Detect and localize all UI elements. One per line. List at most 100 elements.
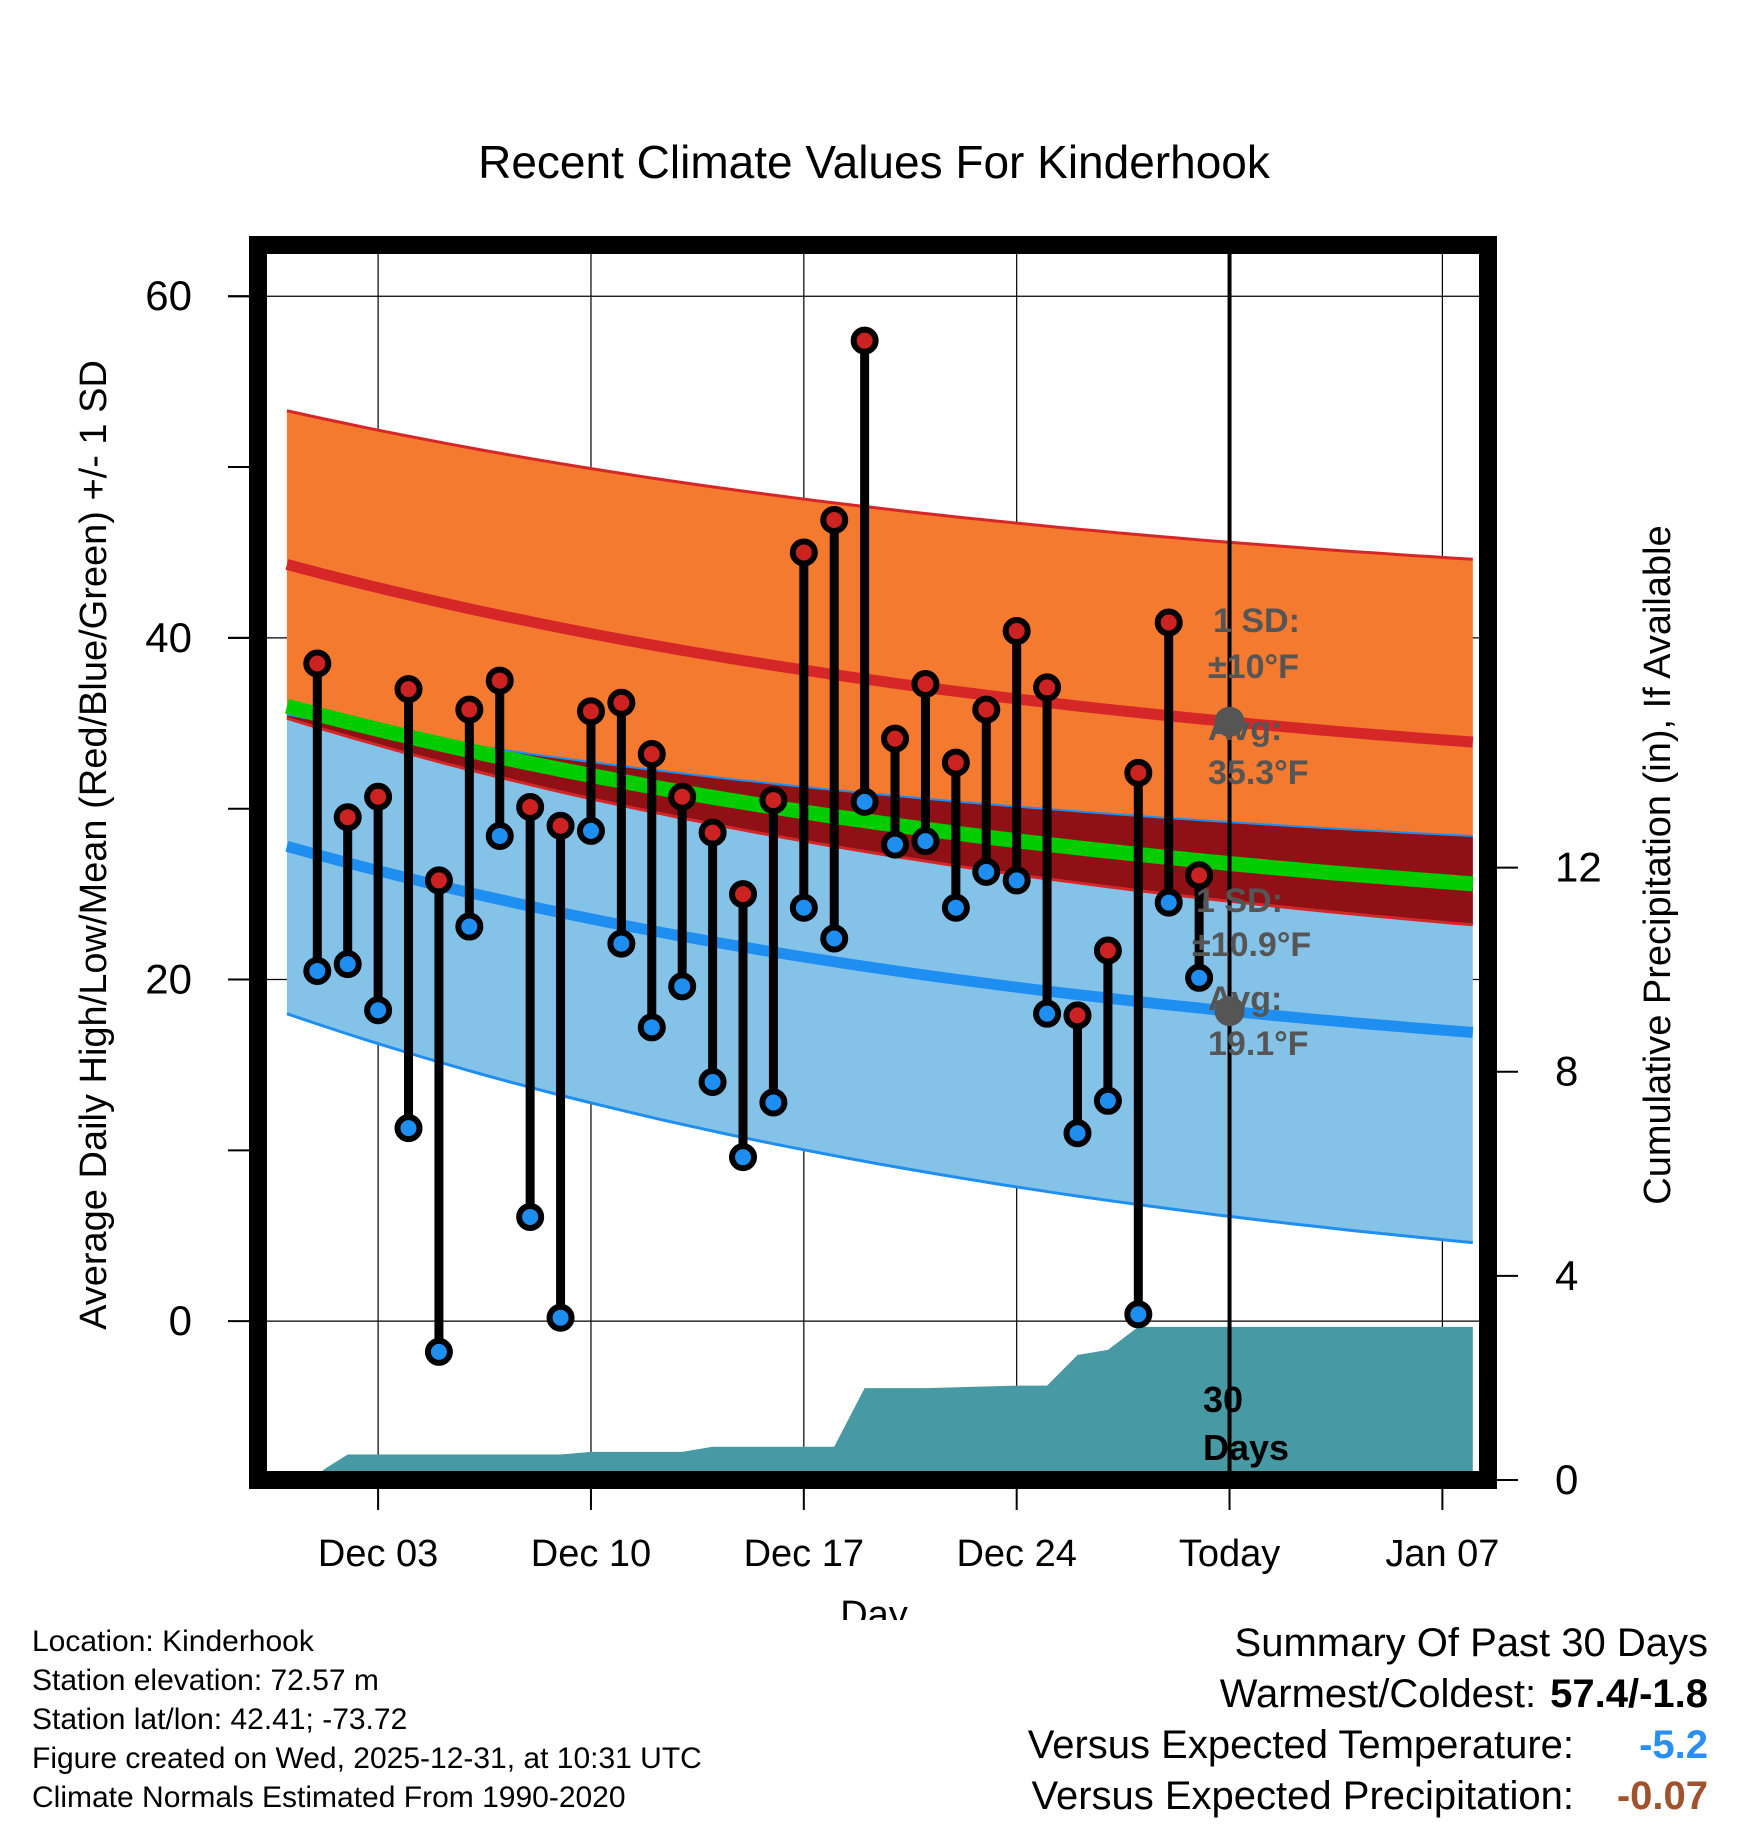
info-latlon: Station lat/lon: 42.41; -73.72 <box>32 1703 408 1736</box>
high-temp-point <box>1154 608 1183 637</box>
info-elevation: Station elevation: 72.57 m <box>32 1664 379 1697</box>
high-temp-point <box>424 866 453 895</box>
plot-area: 1 SD: ±10°F Avg: 35.3°F 1 SD: ±10.9°F Avg: 19.1… <box>145 236 1602 1575</box>
precip-value: -0.07 <box>1616 1774 1708 1818</box>
high-temp-point <box>789 538 818 567</box>
summary-panel: Summary Of Past 30 Days Warmest/Coldest:… <box>1028 1618 1708 1822</box>
low-temp-point <box>1154 888 1183 917</box>
high-normal-line <box>285 559 1474 748</box>
high-temp-point <box>1002 617 1031 646</box>
high-temp-point <box>607 688 636 717</box>
low-temp-point <box>972 857 1001 886</box>
low-temp-point <box>516 1202 545 1231</box>
low-temp-point <box>1185 963 1214 992</box>
high-temp-point <box>333 803 362 832</box>
info-location: Location: Kinderhook <box>32 1625 314 1658</box>
high-temp-point <box>850 326 879 355</box>
low-temp-point <box>303 956 332 985</box>
low-temp-point <box>1093 1086 1122 1115</box>
x-axis-label: Day <box>840 1594 908 1620</box>
precip-label: Versus Expected Precipitation: <box>1031 1774 1574 1818</box>
low-avg-label: Avg: <box>1208 980 1282 1018</box>
low-temp-point <box>546 1303 575 1332</box>
low-temp-point <box>1033 999 1062 1028</box>
warm-cold-label: Warmest/Coldest: <box>1219 1672 1537 1716</box>
high-temp-point <box>637 740 666 769</box>
y-tick-label: 60 <box>145 272 192 319</box>
low-temp-point <box>637 1013 666 1042</box>
days-word-label: Days <box>1203 1427 1289 1468</box>
low-temp-point <box>485 822 514 851</box>
warm-cold-value: 57.4/-1.8 <box>1550 1672 1708 1716</box>
today-low-normal-marker <box>1214 996 1245 1027</box>
x-tick-label: Today <box>1179 1533 1280 1575</box>
high-temp-point <box>546 811 575 840</box>
high-temp-point <box>516 792 545 821</box>
today-high-normal-marker <box>1214 706 1245 737</box>
x-tick-label: Dec 24 <box>956 1533 1076 1575</box>
high-temp-point <box>1185 861 1214 890</box>
high-temp-point <box>881 724 910 753</box>
temp-label: Versus Expected Temperature: <box>1027 1723 1574 1767</box>
x-tick-label: Dec 03 <box>318 1533 438 1575</box>
low-avg-value: 19.1°F <box>1208 1025 1309 1063</box>
summary-title: Summary Of Past 30 Days <box>1234 1621 1708 1665</box>
low-temp-point <box>911 827 940 856</box>
low-temp-point <box>881 830 910 859</box>
temp-value: -5.2 <box>1639 1723 1708 1767</box>
low-temp-point <box>1063 1119 1092 1148</box>
high-sd-value: ±10°F <box>1208 648 1299 686</box>
low-temp-point <box>941 893 970 922</box>
high-temp-point <box>303 649 332 678</box>
y2-tick-label: 0 <box>1555 1456 1578 1503</box>
high-temp-point <box>455 695 484 724</box>
y-tick-label: 0 <box>169 1297 192 1344</box>
low-temp-point <box>668 972 697 1001</box>
low-temp-point <box>789 893 818 922</box>
y-axis-label: Average Daily High/Low/Mean (Red/Blue/Gr… <box>73 360 115 1330</box>
high-temp-point <box>485 666 514 695</box>
x-tick-label: Dec 10 <box>531 1533 651 1575</box>
x-tick-label: Dec 17 <box>744 1533 864 1575</box>
high-sd-label: 1 SD: <box>1213 602 1300 640</box>
summary-precip: Versus Expected Precipitation: -0.07 <box>1028 1771 1708 1822</box>
high-temp-point <box>1124 758 1153 787</box>
low-normal-line <box>285 841 1474 1038</box>
y2-tick-label: 8 <box>1555 1048 1578 1095</box>
high-temp-point <box>576 697 605 726</box>
y2-tick-label: 4 <box>1555 1252 1578 1299</box>
low-temp-point <box>607 929 636 958</box>
chart-title: Recent Climate Values For Kinderhook <box>478 136 1271 188</box>
summary-temp: Versus Expected Temperature: -5.2 <box>1028 1720 1708 1771</box>
y2-axis-label: Cumulative Precipitation (in), If Availa… <box>1637 525 1679 1204</box>
high-temp-point <box>698 818 727 847</box>
days-number-label: 30 <box>1203 1379 1243 1420</box>
low-temp-point <box>394 1114 423 1143</box>
high-temp-point <box>941 748 970 777</box>
y-tick-label: 20 <box>145 956 192 1003</box>
high-upper-line <box>286 409 1473 561</box>
plot-frame <box>249 236 1497 1489</box>
low-temp-point <box>1002 866 1031 895</box>
high-temp-point <box>1033 673 1062 702</box>
info-created: Figure created on Wed, 2025-12-31, at 10… <box>32 1742 702 1775</box>
station-info: Location: Kinderhook Station elevation: … <box>32 1622 702 1817</box>
low-temp-point <box>576 816 605 845</box>
low-temp-point <box>698 1067 727 1096</box>
high-temp-point <box>972 695 1001 724</box>
low-temp-point <box>424 1337 453 1366</box>
info-normals: Climate Normals Estimated From 1990-2020 <box>32 1781 626 1814</box>
high-temp-point <box>1063 1001 1092 1030</box>
low-temp-point <box>364 996 393 1025</box>
low-lower-line <box>286 1012 1473 1245</box>
low-temp-point <box>820 924 849 953</box>
low-temp-point <box>455 912 484 941</box>
high-temp-point <box>1093 936 1122 965</box>
low-temp-point <box>759 1088 788 1117</box>
y-tick-label: 40 <box>145 614 192 661</box>
summary-warm-cold: Warmest/Coldest: 57.4/-1.8 <box>1028 1669 1708 1720</box>
climate-chart: Recent Climate Values For Kinderhook 1 S… <box>73 136 1679 1620</box>
low-sd-label: 1 SD: <box>1196 882 1283 920</box>
low-temp-point <box>729 1143 758 1172</box>
low-temp-point <box>850 787 879 816</box>
